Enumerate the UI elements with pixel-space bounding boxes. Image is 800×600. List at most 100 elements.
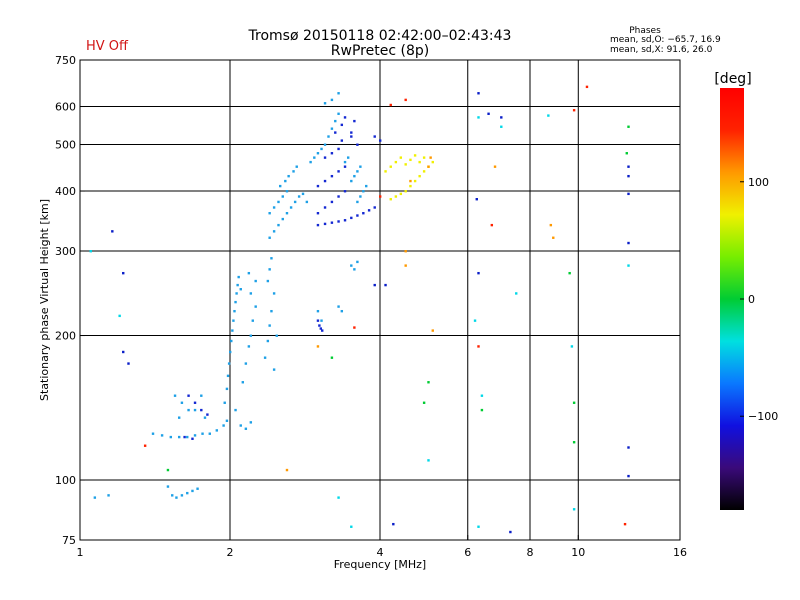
data-point <box>263 356 267 359</box>
data-point <box>627 174 630 178</box>
data-point <box>337 147 340 151</box>
data-point <box>427 381 430 384</box>
data-point <box>284 179 287 183</box>
data-point <box>394 195 398 198</box>
data-point <box>585 85 589 89</box>
data-point <box>191 437 194 440</box>
data-point <box>490 223 494 227</box>
data-point <box>171 494 174 497</box>
data-point <box>509 530 512 534</box>
data-point <box>334 131 337 134</box>
data-point <box>295 165 298 168</box>
data-point <box>187 394 190 397</box>
data-point <box>222 424 225 427</box>
data-point <box>316 223 320 227</box>
data-point <box>313 156 316 159</box>
data-point <box>552 236 555 239</box>
data-point <box>627 192 630 196</box>
data-point <box>327 135 330 138</box>
data-point <box>127 362 130 365</box>
data-point <box>186 435 189 439</box>
data-point <box>404 264 407 267</box>
data-point <box>266 279 270 283</box>
data-point <box>89 250 92 253</box>
data-point <box>234 300 237 304</box>
data-point <box>340 309 344 313</box>
data-point <box>477 92 480 95</box>
data-point <box>359 195 362 198</box>
chart-subtitle: RwPretec (8p) <box>331 43 429 59</box>
data-point <box>429 156 432 159</box>
data-point <box>225 419 229 422</box>
data-point <box>177 435 181 439</box>
data-point <box>268 236 271 239</box>
data-point <box>229 350 232 354</box>
data-point <box>359 165 362 168</box>
data-point <box>236 283 239 287</box>
data-point <box>191 489 194 493</box>
y-tick-label: 600 <box>55 101 76 114</box>
data-point <box>266 339 270 343</box>
data-point <box>399 156 403 159</box>
data-point <box>319 327 323 330</box>
data-point <box>473 319 477 322</box>
data-point <box>409 184 412 188</box>
data-point <box>500 125 503 128</box>
x-axis-label: Frequency [MHz] <box>334 558 426 571</box>
data-point <box>208 432 211 435</box>
data-point <box>227 362 231 365</box>
data-point <box>321 329 324 332</box>
data-point <box>350 131 353 134</box>
data-point <box>627 264 630 267</box>
data-point <box>337 220 340 223</box>
data-point <box>337 112 340 115</box>
x-tick-label: 8 <box>527 546 534 559</box>
data-point <box>379 195 382 198</box>
data-point <box>279 184 282 188</box>
data-point <box>330 174 334 178</box>
data-point <box>493 165 497 168</box>
data-point <box>320 319 323 322</box>
data-point <box>572 109 576 112</box>
x-tick-label: 4 <box>377 546 384 559</box>
y-tick-label: 400 <box>55 185 76 198</box>
data-point <box>404 163 407 166</box>
data-point <box>292 170 295 173</box>
data-point <box>547 114 550 117</box>
data-point <box>480 394 484 397</box>
data-point <box>244 362 248 365</box>
data-point <box>206 413 209 416</box>
data-point <box>193 401 197 404</box>
data-point <box>281 217 284 221</box>
data-point <box>337 92 340 95</box>
data-point <box>356 200 359 204</box>
data-point <box>515 292 518 295</box>
data-point <box>268 324 271 327</box>
data-point <box>353 174 356 178</box>
data-point <box>323 143 327 146</box>
data-point <box>343 165 347 168</box>
data-point <box>365 184 368 188</box>
data-point <box>627 241 630 245</box>
data-point <box>241 381 245 384</box>
data-point <box>254 305 257 308</box>
data-point <box>384 283 387 287</box>
data-point <box>353 268 356 271</box>
data-point <box>247 345 251 348</box>
data-point <box>350 179 353 183</box>
data-point <box>107 494 110 497</box>
data-point <box>343 116 347 119</box>
data-point <box>427 165 430 168</box>
data-point <box>427 459 430 462</box>
data-point <box>337 195 340 198</box>
data-point <box>350 216 353 220</box>
y-tick-label: 75 <box>62 534 76 547</box>
y-tick-label: 100 <box>55 474 76 487</box>
data-point <box>392 522 395 526</box>
data-point <box>422 156 426 159</box>
data-point <box>166 485 170 488</box>
data-point <box>356 170 359 173</box>
data-point <box>431 160 434 164</box>
data-point <box>275 334 278 337</box>
data-point <box>477 116 480 119</box>
